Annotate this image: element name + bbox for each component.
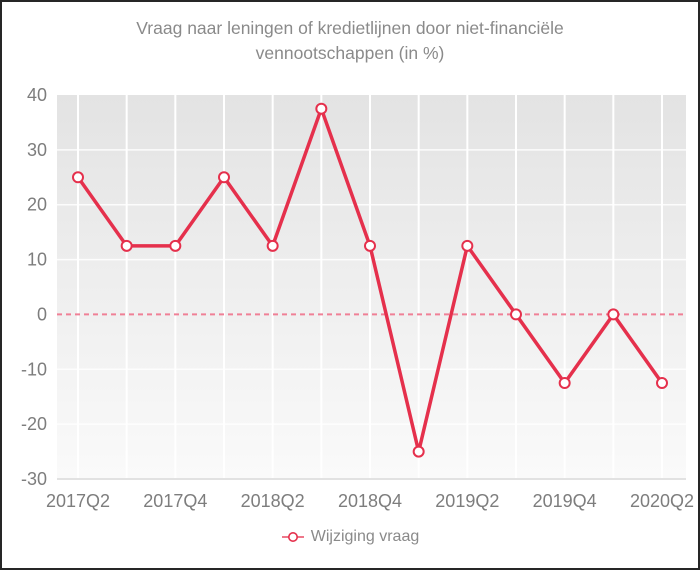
data-point-marker bbox=[558, 377, 571, 389]
data-point-marker bbox=[461, 239, 474, 252]
x-tick-label: 2019Q2 bbox=[435, 491, 499, 511]
y-tick-label: -10 bbox=[21, 359, 47, 379]
x-tick-label: 2019Q4 bbox=[533, 491, 597, 511]
x-tick-label: 2017Q2 bbox=[46, 491, 110, 511]
data-point-marker bbox=[315, 102, 328, 115]
y-tick-label: -30 bbox=[21, 469, 47, 489]
y-tick-label: 30 bbox=[27, 140, 47, 160]
data-point-marker bbox=[72, 171, 84, 184]
y-tick-label: 0 bbox=[37, 304, 47, 324]
plot-background bbox=[57, 95, 686, 479]
data-point-marker bbox=[510, 308, 522, 321]
x-tick-label: 2018Q4 bbox=[338, 491, 402, 511]
chart-title: Vraag naar leningen of kredietlijnen doo… bbox=[136, 18, 564, 63]
x-tick-label: 2018Q2 bbox=[241, 491, 305, 511]
data-point-marker bbox=[607, 308, 620, 321]
legend-marker-icon bbox=[281, 532, 304, 542]
data-point-marker bbox=[218, 171, 230, 184]
data-point-marker bbox=[656, 377, 668, 389]
y-tick-label: 40 bbox=[27, 85, 47, 105]
data-point-marker bbox=[266, 239, 279, 252]
data-point-marker bbox=[120, 239, 133, 252]
data-point-marker bbox=[412, 445, 425, 458]
y-tick-label: -20 bbox=[21, 414, 47, 434]
y-tick-label: 10 bbox=[27, 250, 47, 270]
data-point-marker bbox=[169, 239, 182, 252]
x-tick-label: 2017Q4 bbox=[143, 491, 207, 511]
y-tick-label: 20 bbox=[27, 195, 47, 215]
legend-label: Wijziging vraag bbox=[310, 528, 420, 545]
x-tick-label: 2020Q2 bbox=[630, 491, 694, 511]
legend: Wijziging vraag bbox=[2, 528, 698, 546]
data-point-marker bbox=[364, 239, 376, 252]
